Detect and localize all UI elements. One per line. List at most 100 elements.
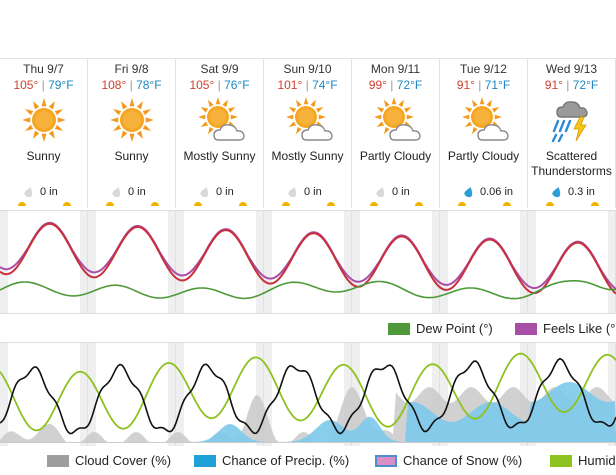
high-temp: 101°: [277, 78, 303, 92]
day-temps: 99° | 72°F: [352, 78, 439, 92]
condition-text: Mostly Sunny: [176, 149, 263, 164]
low-temp: 72°F: [396, 78, 423, 92]
condition-text: Partly Cloudy: [440, 149, 527, 164]
sun-cloud-icon: [371, 95, 421, 145]
sunrise-icon: [546, 202, 554, 206]
day-column[interactable]: Thu 9/7 105° | 79°F Sunny 0 in: [0, 59, 88, 208]
day-date: Mon 9/11: [370, 62, 421, 76]
sunrise-icon: [458, 202, 466, 206]
sunrise-icon: [18, 202, 26, 206]
condition-line: Mostly Sunny: [271, 149, 344, 163]
day-column[interactable]: Tue 9/12 91° | 71°F Partly Cloudy 0.06 i…: [440, 59, 528, 208]
condition-line: Sunny: [114, 149, 149, 163]
sun-icon: [19, 95, 69, 145]
chance-precip-swatch: [194, 454, 216, 467]
low-temp: 72°F: [572, 78, 599, 92]
day-temps: 91° | 71°F: [440, 78, 527, 92]
precip-value: 0 in: [304, 186, 322, 198]
precip-amount: 0.06 in: [440, 185, 527, 199]
humidity-swatch: [550, 454, 572, 467]
precip-value: 0.3 in: [568, 186, 595, 198]
day-temps: 105° | 76°F: [176, 78, 263, 92]
sunrise-icon: [370, 202, 378, 206]
legend-cloud-cover-label: Cloud Cover (%): [75, 453, 172, 468]
sunset-icon: [415, 202, 423, 206]
legend-humidity[interactable]: Humid: [550, 453, 616, 468]
blue-drop-icon: [463, 186, 475, 198]
sunset-icon: [151, 202, 159, 206]
legend-chance-snow-label: Chance of Snow (%): [403, 453, 523, 468]
day-temps: 101° | 74°F: [264, 78, 351, 92]
legend-cloud-cover[interactable]: Cloud Cover (%): [47, 453, 171, 468]
condition-text: Sunny: [0, 149, 87, 164]
thunderstorm-icon: [547, 95, 597, 145]
legend-feels-like-label: Feels Like (°: [543, 321, 616, 336]
blue-drop-icon: [551, 186, 563, 198]
precip-amount: 0 in: [352, 185, 439, 199]
day-date: Sun 9/10: [283, 62, 332, 76]
temp-separator: |: [386, 78, 397, 92]
sunset-icon: [591, 202, 599, 206]
sun-cloud-icon: [459, 95, 509, 145]
high-temp: 108°: [101, 78, 127, 92]
sun-cloud-icon: [283, 95, 333, 145]
gray-drop-icon: [23, 186, 35, 198]
sunset-icon: [63, 202, 71, 206]
high-temp: 105°: [189, 78, 215, 92]
temperature-line: [0, 222, 616, 295]
gray-drop-icon: [287, 186, 299, 198]
low-temp: 78°F: [136, 78, 162, 92]
gray-drop-icon: [375, 186, 387, 198]
temp-separator: |: [562, 78, 573, 92]
precip-amount: 0 in: [0, 185, 87, 199]
condition-text: Sunny: [88, 149, 175, 164]
temp-separator: |: [302, 78, 313, 92]
condition-text: Mostly Sunny: [264, 149, 351, 164]
percentage-chart[interactable]: [0, 342, 616, 446]
forecast-strip: Thu 9/7 105° | 79°F Sunny 0 in Fri 9/8 1…: [0, 58, 616, 208]
high-temp: 91°: [456, 78, 475, 92]
precip-value: 0 in: [216, 186, 234, 198]
sun-icon: [107, 95, 157, 145]
temp-separator: |: [474, 78, 485, 92]
condition-line-2: Thunderstorms: [531, 164, 612, 178]
temp-separator: |: [214, 78, 225, 92]
condition-line: Sunny: [26, 149, 61, 163]
day-column[interactable]: Sat 9/9 105° | 76°F Mostly Sunny 0 in: [176, 59, 264, 208]
chance-precip-area: [0, 382, 616, 442]
dew-point-line: [0, 280, 616, 300]
legend-chance-precip-label: Chance of Precip. (%): [222, 453, 350, 468]
precip-value: 0 in: [392, 186, 410, 198]
high-temp: 99°: [368, 78, 387, 92]
legend-humidity-label: Humid: [578, 453, 616, 468]
legend-dew-point[interactable]: Dew Point (°): [388, 321, 493, 336]
precip-amount: 0 in: [176, 185, 263, 199]
gray-drop-icon: [111, 186, 123, 198]
legend-chance-snow[interactable]: Chance of Snow (%): [375, 453, 522, 468]
condition-text: Scattered Thunderstorms: [528, 149, 615, 179]
legend-chance-precip[interactable]: Chance of Precip. (%): [194, 453, 349, 468]
sunset-icon: [327, 202, 335, 206]
legend-feels-like[interactable]: Feels Like (°: [515, 321, 615, 336]
night-band: [608, 210, 616, 314]
condition-line: Mostly Sunny: [183, 149, 256, 163]
low-temp: 71°F: [484, 78, 511, 92]
sunrise-icon: [282, 202, 290, 206]
day-date: Sat 9/9: [200, 62, 239, 76]
humidity-line: [0, 352, 616, 432]
night-band: [0, 342, 8, 446]
day-column[interactable]: Fri 9/8 108° | 78°F Sunny 0 in: [88, 59, 176, 208]
day-column[interactable]: Sun 9/10 101° | 74°F Mostly Sunny 0 in: [264, 59, 352, 208]
legend-dew-point-label: Dew Point (°): [416, 321, 493, 336]
day-column[interactable]: Wed 9/13 91° | 72°F Scattered Thundersto…: [528, 59, 616, 208]
condition-text: Partly Cloudy: [352, 149, 439, 164]
day-temps: 108° | 78°F: [88, 78, 175, 92]
temperature-chart[interactable]: [0, 210, 616, 314]
sunrise-icon: [106, 202, 114, 206]
day-column[interactable]: Mon 9/11 99° | 72°F Partly Cloudy 0 in: [352, 59, 440, 208]
day-date: Wed 9/13: [545, 62, 598, 76]
sunset-icon: [239, 202, 247, 206]
high-temp: 91°: [544, 78, 563, 92]
condition-line: Scattered: [545, 149, 598, 163]
precip-value: 0 in: [40, 186, 58, 198]
